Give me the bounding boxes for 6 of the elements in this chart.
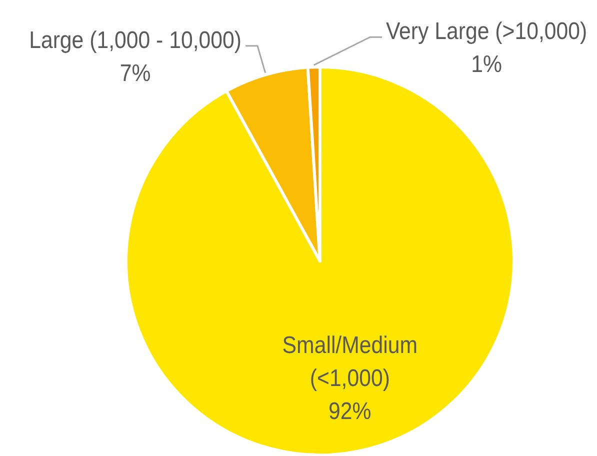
slice-label: Small/Medium (<1,000)	[282, 330, 418, 392]
slice-label: Very Large (>10,000)	[386, 16, 588, 44]
slice-label: Large (1,000 - 10,000)	[29, 26, 242, 54]
data-label: 92%	[328, 396, 372, 424]
data-label: 7%	[120, 58, 151, 86]
data-label: 1%	[471, 50, 502, 78]
